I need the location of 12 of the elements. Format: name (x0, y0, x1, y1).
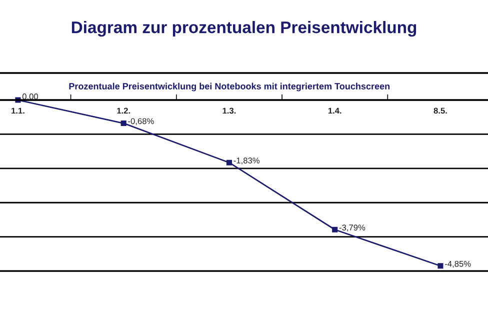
data-label: -0,68% (128, 118, 154, 126)
x-tick-label: 8.5. (434, 108, 447, 114)
data-label: -4,85% (445, 260, 471, 268)
data-label: -1,83% (234, 158, 260, 164)
x-tick-label: 1.1. (12, 108, 24, 114)
chart-subtitle: Prozentuale Preisentwicklung bei Notebooks mit integriertem Touchscreen (69, 82, 390, 92)
x-tick-label: 1.2. (117, 108, 130, 114)
chart-title: Diagram zur prozentualen Preisentwicklung (72, 20, 416, 37)
data-label: 0,00 (22, 94, 38, 100)
x-tick-label: 1.3. (222, 108, 236, 114)
x-tick-label: 1.4. (328, 108, 342, 114)
data-label: -3,79% (339, 224, 366, 232)
